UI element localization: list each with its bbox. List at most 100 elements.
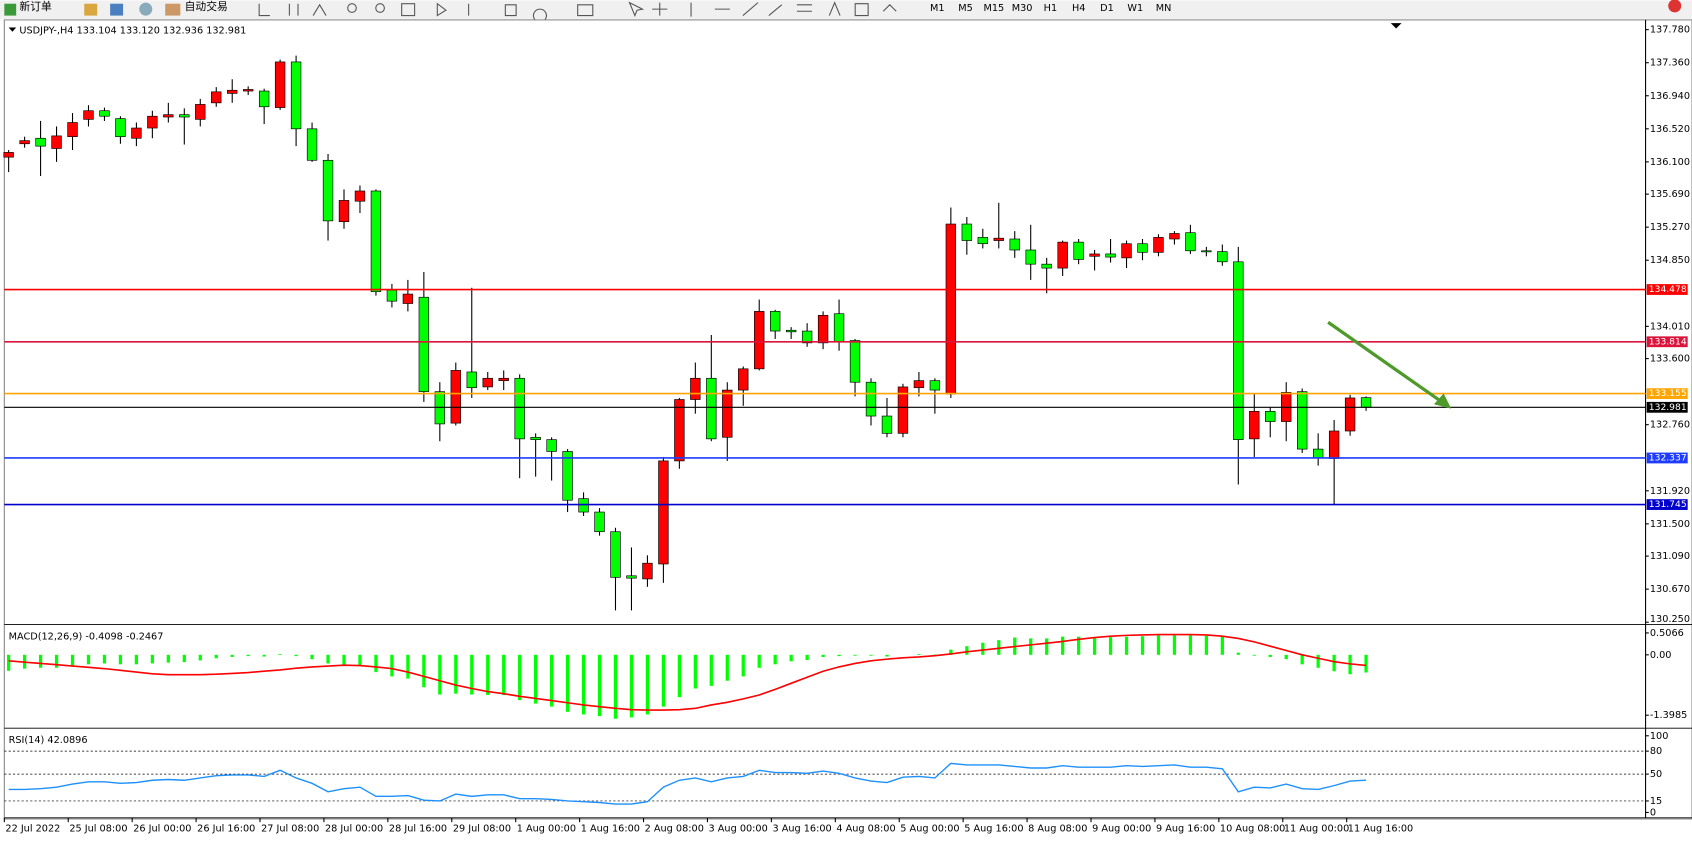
y-tick-label: 133.600: [1650, 354, 1690, 365]
time-label: 8 Aug 08:00: [1028, 824, 1087, 835]
candle-body: [306, 128, 318, 161]
candle-body: [1105, 253, 1116, 258]
time-label: 26 Jul 16:00: [197, 824, 255, 835]
candle-body: [1201, 250, 1212, 253]
time-label: 27 Jul 08:00: [261, 824, 319, 835]
level-label-box: [1646, 401, 1688, 413]
time-label: 10 Aug 08:00: [1220, 824, 1285, 835]
timeframe-button[interactable]: H1: [1044, 3, 1057, 14]
level-label-box: [1646, 499, 1688, 510]
candle-body: [1265, 410, 1276, 422]
time-label: 9 Aug 00:00: [1092, 824, 1151, 835]
chart-shift-marker[interactable]: [1390, 23, 1402, 29]
candle-body: [610, 531, 621, 578]
timeframe-button[interactable]: D1: [1100, 3, 1114, 14]
timeframe-button[interactable]: H4: [1072, 3, 1085, 14]
candle-body: [961, 223, 973, 241]
y-tick-label: 136.100: [1650, 157, 1690, 168]
candle-body: [370, 190, 382, 293]
candle-body: [1344, 397, 1356, 432]
candle-body: [450, 370, 461, 424]
toolbar-icon[interactable]: [110, 3, 124, 16]
time-label: 3 Aug 16:00: [772, 824, 831, 835]
indicator-title: MACD(12,26,9) -0.4098 -0.2467: [9, 631, 164, 642]
y-tick-label: 130.250: [1650, 614, 1690, 625]
candle-body: [738, 368, 749, 391]
timeframe-button[interactable]: MN: [1156, 3, 1172, 14]
time-label: 2 Aug 08:00: [645, 824, 704, 835]
zoom-out[interactable]: [375, 3, 385, 13]
candle-body: [674, 399, 685, 462]
tool-icons: [258, 1, 897, 23]
tile-icon[interactable]: [401, 3, 416, 17]
level-label: 131.745: [1649, 499, 1687, 510]
candle-body: [115, 118, 126, 138]
y-tick-label: 135.690: [1650, 189, 1690, 200]
time-label: 5 Aug 00:00: [900, 824, 959, 835]
chart-type-icons[interactable]: [258, 3, 327, 17]
level-label-box: [1646, 388, 1688, 400]
candle-body: [179, 114, 190, 118]
toolbar-icon[interactable]: [139, 2, 153, 16]
candle-body: [993, 237, 1004, 241]
candle-body: [754, 311, 765, 370]
candle-body: [1297, 391, 1308, 450]
candle-body: [131, 127, 142, 139]
auto-trading-button[interactable]: 自动交易: [185, 0, 228, 13]
new-order-button[interactable]: 新订单: [19, 0, 52, 13]
timeframe-button[interactable]: M5: [958, 3, 973, 14]
trend-arrow-head: [1433, 393, 1452, 409]
toolbar-icon[interactable]: [84, 3, 98, 16]
candle-body: [274, 61, 286, 108]
candle-body: [1009, 238, 1020, 251]
header-marker: [8, 27, 17, 32]
y-tick-label: 50: [1650, 769, 1662, 780]
misc-icons[interactable]: [436, 2, 594, 23]
candle-body: [35, 137, 46, 147]
candle-body: [147, 115, 158, 129]
time-label: 9 Aug 16:00: [1156, 824, 1215, 835]
candle-body: [1137, 243, 1148, 253]
y-tick-label: 0: [1650, 807, 1656, 818]
time-label: 4 Aug 08:00: [836, 824, 895, 835]
level-label: 134.478: [1649, 284, 1687, 295]
trend-arrow: [1327, 320, 1445, 405]
candle-body: [354, 190, 366, 202]
level-label: 132.981: [1649, 402, 1687, 413]
auto-trading-icon[interactable]: [165, 3, 181, 16]
indicator-title: RSI(14) 42.0896: [9, 735, 88, 746]
level-label: 132.337: [1649, 452, 1687, 463]
candle-body: [163, 114, 174, 118]
candle-body: [1185, 232, 1196, 252]
alert-icon[interactable]: [1668, 0, 1682, 13]
time-label: 28 Jul 16:00: [389, 824, 447, 835]
drawing-tools[interactable]: [628, 1, 897, 18]
y-tick-label: 132.760: [1650, 420, 1690, 431]
time-label: 1 Aug 16:00: [581, 824, 640, 835]
y-tick-label: 137.360: [1650, 58, 1690, 69]
timeframe-button[interactable]: W1: [1127, 3, 1143, 14]
candle-body: [67, 122, 78, 138]
candle-body: [849, 340, 861, 383]
timeframe-button[interactable]: M15: [983, 3, 1004, 14]
candle-body: [945, 223, 957, 395]
timeframe-button[interactable]: M30: [1012, 3, 1033, 14]
timeframe-button[interactable]: M1: [930, 3, 945, 14]
candle-body: [1249, 410, 1260, 440]
y-tick-label: 136.940: [1650, 91, 1690, 102]
candle-body: [833, 313, 845, 342]
candle-body: [530, 436, 541, 440]
y-tick-label: 100: [1650, 731, 1669, 742]
candle-body: [594, 511, 605, 533]
candle-body: [1217, 251, 1228, 263]
candle-body: [3, 152, 14, 158]
y-tick-label: 0.5066: [1650, 628, 1684, 639]
y-tick-label: 15: [1650, 796, 1662, 807]
zoom-in[interactable]: [347, 3, 357, 13]
candle-body: [290, 61, 302, 130]
candle-body: [929, 380, 941, 391]
candle-body: [19, 140, 30, 145]
candle-body: [1041, 263, 1052, 269]
candle-body: [227, 89, 238, 94]
new-order-icon[interactable]: [4, 3, 17, 16]
